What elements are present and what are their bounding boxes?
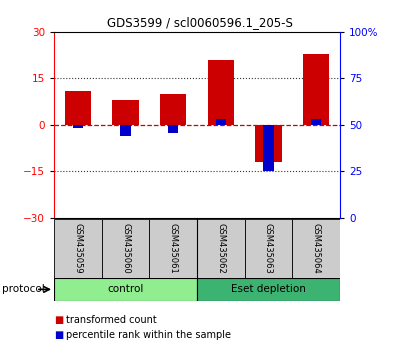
Text: control: control bbox=[107, 284, 144, 295]
Text: GSM435064: GSM435064 bbox=[312, 223, 321, 274]
Text: Eset depletion: Eset depletion bbox=[231, 284, 306, 295]
Bar bbox=[255, 125, 282, 162]
Bar bbox=[303, 53, 329, 125]
Text: transformed count: transformed count bbox=[66, 315, 157, 325]
Bar bbox=[168, 125, 178, 132]
Bar bbox=[208, 60, 234, 125]
Text: ■: ■ bbox=[54, 330, 63, 339]
Text: GSM435062: GSM435062 bbox=[216, 223, 225, 274]
Text: GSM435060: GSM435060 bbox=[121, 223, 130, 274]
Bar bbox=[72, 125, 83, 128]
Bar bbox=[102, 219, 149, 278]
Bar bbox=[311, 119, 322, 125]
Bar bbox=[216, 119, 226, 125]
Bar bbox=[149, 219, 197, 278]
Text: GDS3599 / scl0060596.1_205-S: GDS3599 / scl0060596.1_205-S bbox=[107, 16, 293, 29]
Bar bbox=[160, 94, 186, 125]
Text: GSM435059: GSM435059 bbox=[73, 223, 82, 274]
Bar bbox=[65, 91, 91, 125]
Bar bbox=[292, 219, 340, 278]
Text: GSM435063: GSM435063 bbox=[264, 223, 273, 274]
Bar bbox=[112, 100, 139, 125]
Text: ■: ■ bbox=[54, 315, 63, 325]
Bar bbox=[245, 219, 292, 278]
Bar bbox=[197, 278, 340, 301]
Text: percentile rank within the sample: percentile rank within the sample bbox=[66, 330, 231, 339]
Bar bbox=[54, 219, 102, 278]
Text: protocol: protocol bbox=[2, 284, 45, 294]
Text: GSM435061: GSM435061 bbox=[169, 223, 178, 274]
Bar bbox=[54, 278, 197, 301]
Bar bbox=[263, 125, 274, 171]
Bar bbox=[197, 219, 245, 278]
Bar bbox=[120, 125, 131, 136]
